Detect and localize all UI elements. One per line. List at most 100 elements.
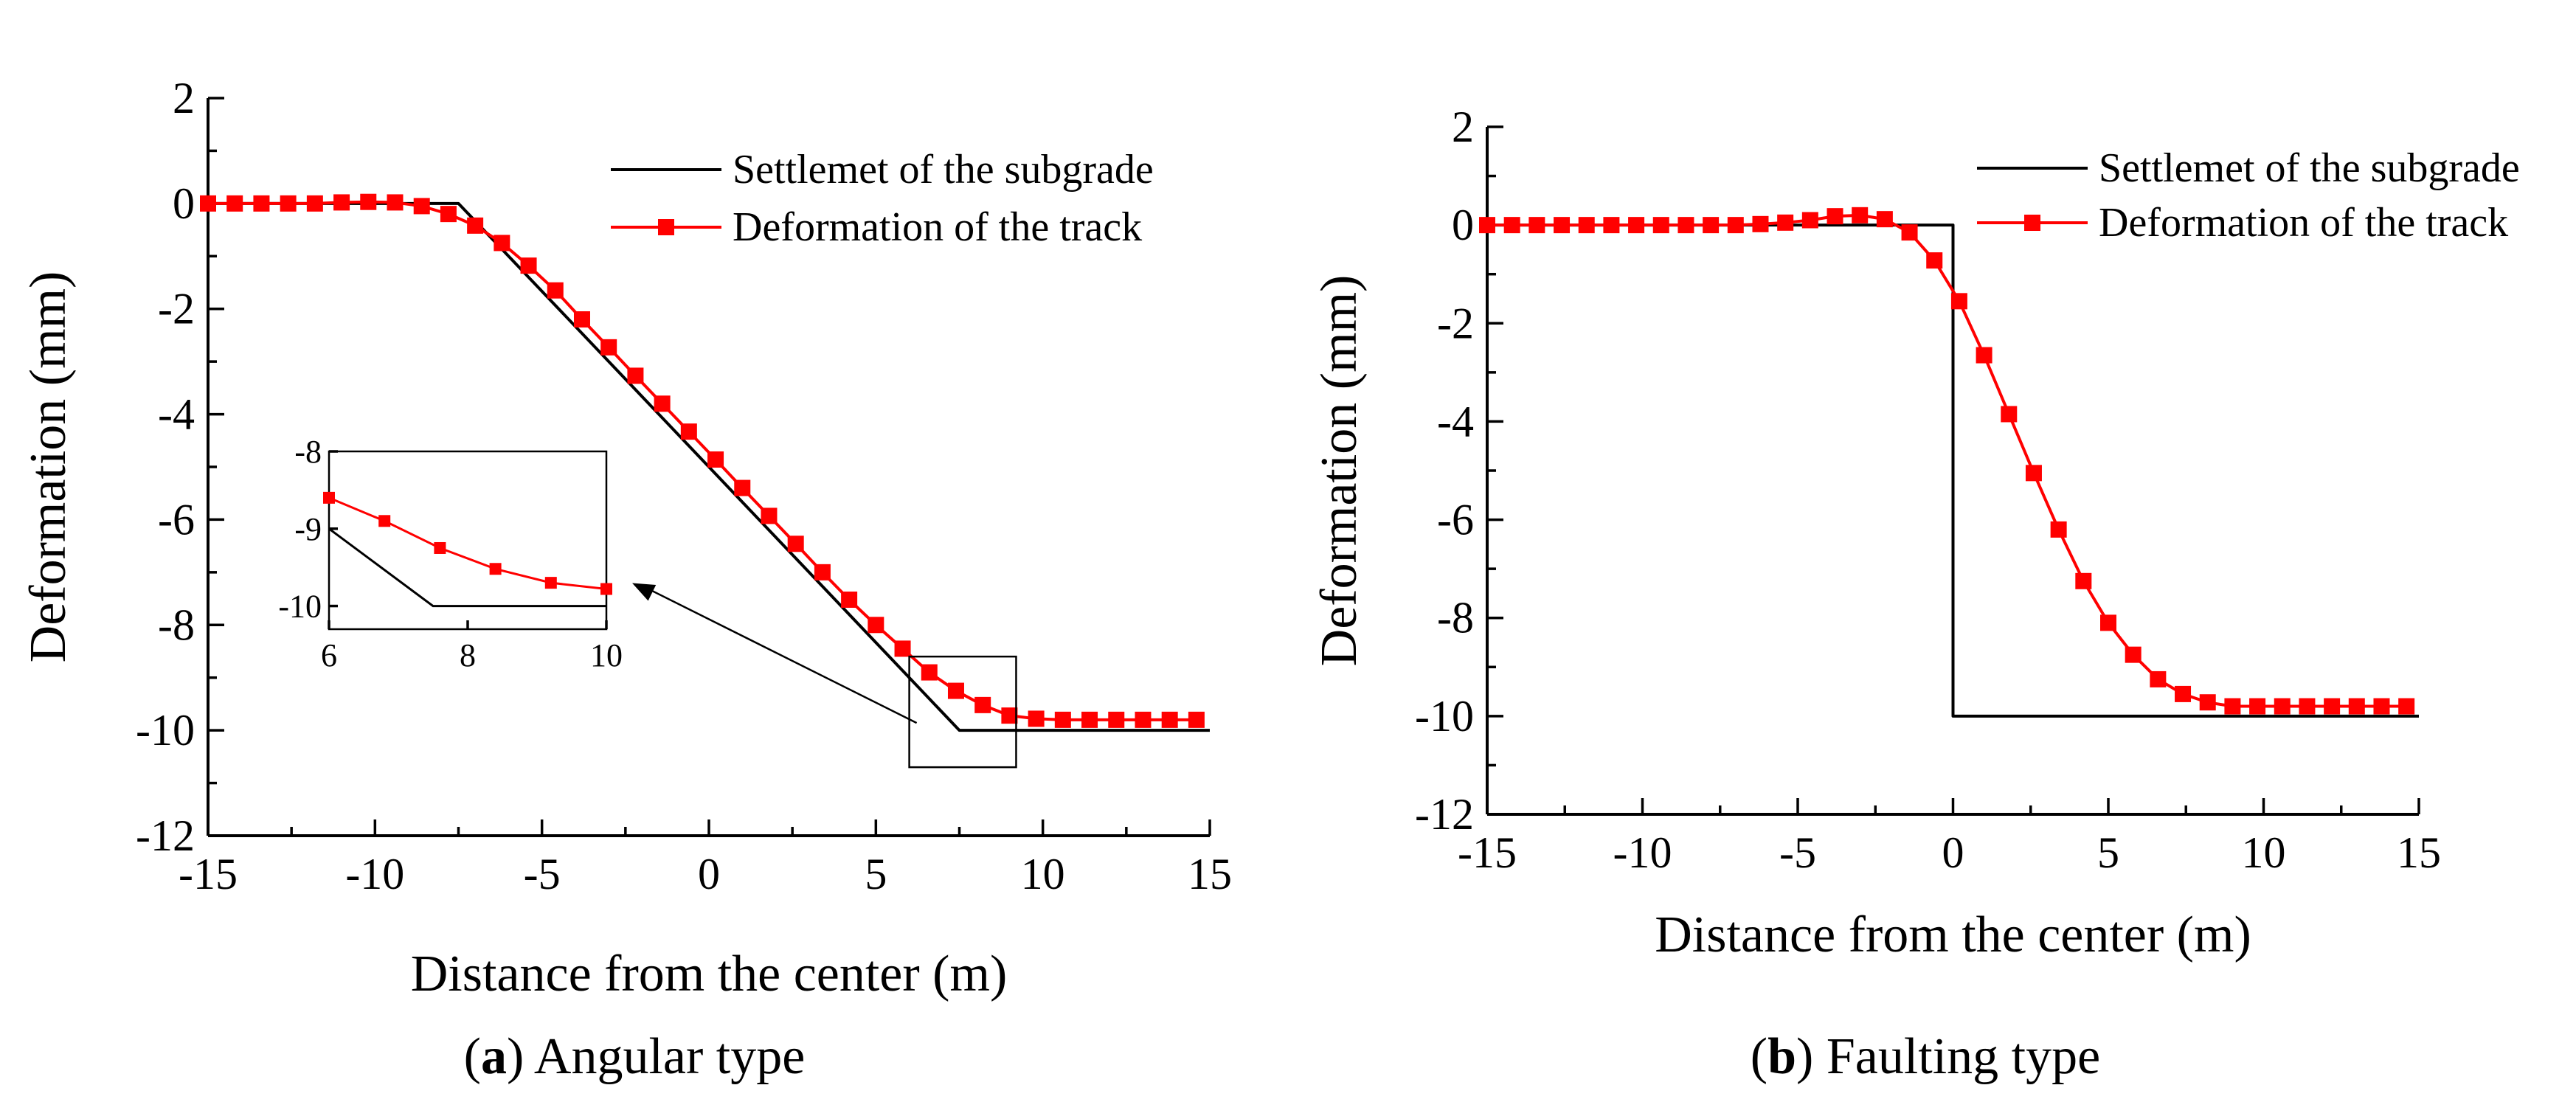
inset-plot: 6 8 10 -8 -9 -10 — [278, 434, 623, 673]
y-tick-label: -8 — [158, 600, 195, 649]
inset-subgrade-line — [328, 527, 606, 608]
panel-b-faulting: -15 -10 -5 0 5 10 15 -12 -10 -8 -6 -4 -2 0 2 Distance f… — [1311, 103, 2520, 1085]
track-deformation-marker — [654, 395, 671, 412]
inset-track-marker — [544, 577, 557, 589]
x-tick-label: 0 — [1942, 828, 1964, 877]
legend-track-marker — [658, 219, 674, 235]
track-deformation-marker — [1028, 710, 1045, 727]
panel-caption: (b) Faulting type — [1751, 1028, 2100, 1085]
track-deformation-marker — [600, 339, 617, 356]
track-deformation-marker — [200, 195, 216, 212]
track-deformation-marker — [1652, 217, 1669, 234]
track-deformation-marker — [1081, 711, 1098, 728]
track-deformation-marker — [2274, 698, 2291, 715]
track-deformation-marker — [1528, 217, 1545, 234]
inset-frame — [328, 450, 608, 631]
zoom-arrow-line — [648, 588, 918, 724]
track-deformation-marker — [1827, 208, 1843, 225]
x-tick-label: -15 — [179, 850, 238, 898]
track-deformation-marker — [1677, 217, 1694, 234]
y-tick-label: 2 — [1452, 103, 1474, 151]
track-deformation-marker — [814, 564, 831, 580]
x-tick-label: 0 — [698, 850, 720, 898]
track-deformation-marker — [573, 311, 590, 327]
x-tick-label: 10 — [1021, 850, 1065, 898]
caption-letter: a — [481, 1028, 507, 1085]
x-tick-label: 5 — [2097, 828, 2119, 877]
track-deformation-marker — [360, 193, 377, 210]
track-deformation-marker — [413, 198, 430, 215]
track-deformation-marker — [2249, 698, 2266, 715]
track-deformation-marker — [1801, 212, 1818, 229]
track-deformation-marker — [2125, 646, 2142, 663]
x-axis-title: Distance from the center (m) — [1655, 907, 2251, 963]
track-deformation-marker — [467, 217, 484, 234]
caption-paren-open: ( — [1751, 1028, 1767, 1085]
track-deformation-marker — [494, 235, 510, 252]
track-deformation-marker — [226, 195, 243, 212]
y-tick-label: -12 — [136, 811, 195, 860]
track-deformation-marker — [1188, 711, 1205, 728]
track-deformation-marker — [974, 696, 991, 713]
track-deformation-line — [1487, 213, 2407, 708]
track-deformation-marker — [787, 536, 804, 552]
y-tick-label: -4 — [158, 390, 195, 439]
track-deformation-marker — [440, 206, 457, 223]
track-deformation-marker — [841, 592, 858, 608]
y-tick-label: -6 — [158, 495, 195, 544]
track-deformation-marker — [2199, 694, 2216, 711]
x-tick-label: -5 — [1779, 828, 1816, 877]
legend-track-label: Deformation of the track — [733, 204, 1142, 250]
inset-track-marker — [489, 563, 502, 575]
track-deformation-marker — [1603, 217, 1620, 234]
track-deformation-marker — [734, 479, 751, 496]
y-tick-label: -12 — [1415, 790, 1474, 839]
track-deformation-marker — [1727, 217, 1744, 234]
y-tick-label: 0 — [173, 179, 195, 228]
track-deformation-marker — [306, 195, 323, 212]
panel-caption: (a) Angular type — [464, 1028, 806, 1085]
track-deformation-marker — [1479, 217, 1495, 234]
x-tick-label: 15 — [1188, 850, 1232, 898]
track-deformation-marker — [1503, 217, 1520, 234]
track-deformation-marker — [2075, 572, 2092, 589]
track-deformation-marker — [1976, 347, 1992, 364]
y-tick-label: 2 — [173, 74, 195, 122]
track-deformation-marker — [2348, 698, 2365, 715]
y-tick-label: -10 — [1415, 692, 1474, 741]
y-axis-title: Deformation (mm) — [20, 271, 77, 663]
track-deformation-marker — [1876, 211, 1893, 228]
y-tick-label: -2 — [158, 285, 195, 333]
legend-subgrade-label: Settlemet of the subgrade — [2099, 145, 2520, 191]
y-tick-label: -8 — [1437, 594, 1474, 642]
x-tick-label: -10 — [1613, 828, 1672, 877]
inset-x-tick-label: 10 — [590, 637, 623, 673]
inset-y-tick-label: -10 — [278, 589, 322, 625]
track-deformation-marker — [2398, 698, 2415, 715]
track-deformation-marker — [627, 367, 644, 384]
y-tick-label: -10 — [136, 706, 195, 755]
y-tick-label: -6 — [1437, 496, 1474, 544]
y-tick-label: 0 — [1452, 201, 1474, 249]
track-deformation-marker — [253, 195, 270, 212]
inset-track-marker — [323, 491, 335, 504]
track-deformation-marker — [2050, 521, 2067, 538]
x-axis-title: Distance from the center (m) — [411, 946, 1008, 1002]
track-deformation-marker — [707, 451, 724, 468]
track-deformation-marker — [387, 194, 404, 211]
inset-x-tick-label: 6 — [321, 637, 337, 673]
track-deformation-marker — [1628, 217, 1645, 234]
track-deformation-marker — [1777, 214, 1794, 231]
x-tick-label: -10 — [345, 850, 404, 898]
track-deformation-marker — [1054, 711, 1071, 728]
legend-subgrade-label: Settlemet of the subgrade — [733, 147, 1154, 193]
inset-x-tick-label: 8 — [460, 637, 476, 673]
inset-track-marker — [434, 541, 446, 554]
zoom-arrow-head — [632, 583, 657, 601]
caption-letter: b — [1767, 1028, 1796, 1085]
track-deformation-marker — [1161, 711, 1178, 728]
caption-title: ) Angular type — [507, 1028, 805, 1085]
inset-y-tick-label: -9 — [294, 511, 322, 547]
y-tick-label: -4 — [1437, 397, 1474, 446]
track-deformation-marker — [947, 682, 964, 699]
